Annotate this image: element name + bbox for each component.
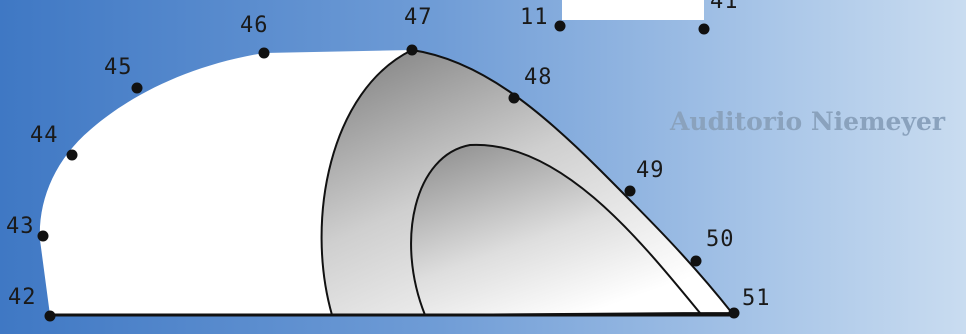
label-45: 45: [104, 55, 133, 80]
dot-45[interactable]: [131, 82, 143, 94]
dot-42[interactable]: [44, 310, 56, 322]
dot-43[interactable]: [37, 230, 49, 242]
dot-46[interactable]: [258, 47, 270, 59]
label-51: 51: [742, 286, 771, 311]
label-47: 47: [404, 5, 433, 30]
dot-44[interactable]: [66, 149, 78, 161]
label-41: 41: [710, 0, 739, 14]
label-42: 42: [8, 285, 37, 310]
dot-48[interactable]: [508, 92, 520, 104]
auditorium-inner-opening: [410, 143, 703, 317]
upper-rectangle: [562, 0, 704, 20]
dot-51[interactable]: [728, 307, 740, 319]
label-46: 46: [240, 13, 269, 38]
diagram-title: Auditorio Niemeyer: [669, 107, 946, 136]
dot-41[interactable]: [698, 23, 710, 35]
label-11: 11: [520, 5, 549, 30]
label-43: 43: [6, 214, 35, 239]
label-50: 50: [706, 227, 735, 252]
label-49: 49: [636, 158, 665, 183]
dot-50[interactable]: [690, 255, 702, 267]
dot-47[interactable]: [406, 44, 418, 56]
label-48: 48: [524, 65, 553, 90]
dot-49[interactable]: [624, 185, 636, 197]
dot-11[interactable]: [554, 20, 566, 32]
label-44: 44: [30, 123, 59, 148]
